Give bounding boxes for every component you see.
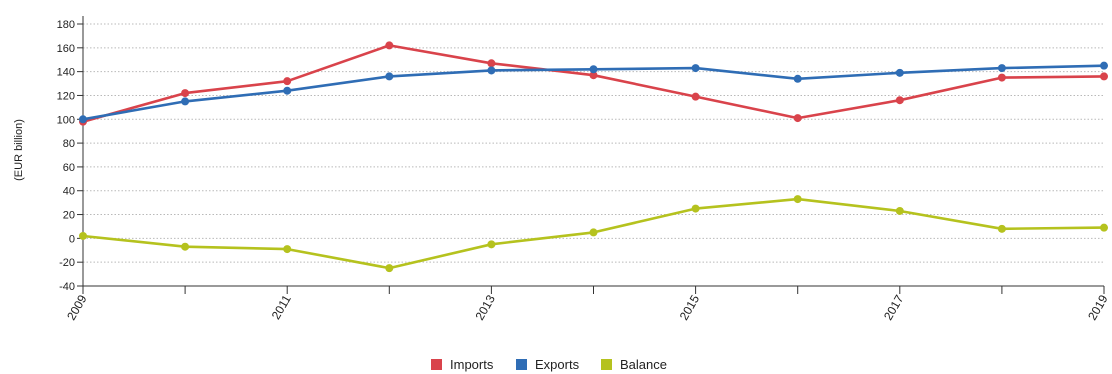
- exports-point[interactable]: [181, 97, 190, 106]
- exports-point[interactable]: [487, 66, 496, 75]
- imports-point[interactable]: [589, 71, 598, 80]
- balance-point[interactable]: [793, 195, 802, 204]
- exports-point[interactable]: [385, 72, 394, 81]
- exports-point[interactable]: [691, 64, 700, 73]
- y-tick-label: 180: [57, 19, 75, 31]
- imports-point[interactable]: [895, 96, 904, 105]
- exports-point[interactable]: [1100, 61, 1108, 70]
- exports-point[interactable]: [895, 68, 904, 77]
- series-lines: [79, 41, 1108, 273]
- exports-point[interactable]: [79, 115, 87, 124]
- x-tick-label: 2019: [1085, 292, 1111, 322]
- y-tick-label: -20: [59, 257, 75, 269]
- exports-point[interactable]: [793, 74, 802, 83]
- legend-swatch-imports: [431, 359, 442, 370]
- legend-swatch-balance: [601, 359, 612, 370]
- legend-label-exports[interactable]: Exports: [535, 357, 580, 372]
- x-tick-label: 2009: [64, 292, 90, 322]
- legend: Imports Exports Balance: [431, 357, 667, 372]
- imports-point[interactable]: [283, 77, 292, 86]
- axes: [77, 16, 1105, 294]
- imports-point[interactable]: [793, 114, 802, 123]
- x-tick-label: 2017: [881, 292, 907, 322]
- imports-point[interactable]: [181, 89, 190, 98]
- y-tick-label: 140: [57, 67, 75, 79]
- y-tick-label: -40: [59, 281, 75, 293]
- y-tick-label: 120: [57, 90, 75, 102]
- balance-point[interactable]: [79, 231, 87, 240]
- balance-point[interactable]: [1100, 223, 1108, 232]
- balance-point[interactable]: [487, 240, 496, 249]
- balance-point[interactable]: [691, 204, 700, 213]
- balance-point[interactable]: [589, 228, 598, 237]
- balance-point[interactable]: [181, 242, 190, 251]
- y-tick-label: 80: [63, 138, 75, 150]
- tick-labels: -40 -20 0 20 40 60 80 100 120 140 160 180 2009 2011 20…: [57, 19, 1111, 323]
- exports-point[interactable]: [997, 64, 1006, 73]
- exports-point[interactable]: [589, 65, 598, 74]
- balance-point[interactable]: [997, 224, 1006, 233]
- legend-label-imports[interactable]: Imports: [450, 357, 494, 372]
- imports-point[interactable]: [691, 92, 700, 101]
- x-tick-label: 2015: [677, 292, 703, 322]
- y-tick-label: 60: [63, 162, 75, 174]
- balance-point[interactable]: [895, 206, 904, 215]
- balance-point[interactable]: [283, 245, 292, 254]
- exports-point[interactable]: [283, 86, 292, 95]
- imports-series-line: [82, 44, 1105, 123]
- y-tick-label: 0: [69, 233, 75, 245]
- imports-point[interactable]: [997, 73, 1006, 82]
- x-tick-label: 2011: [269, 292, 294, 322]
- balance-point[interactable]: [385, 264, 394, 273]
- y-tick-label: 20: [63, 210, 75, 222]
- imports-point[interactable]: [1100, 72, 1108, 81]
- legend-label-balance[interactable]: Balance: [620, 357, 667, 372]
- y-tick-label: 100: [57, 114, 75, 126]
- y-axis-title: (EUR billion): [13, 119, 25, 181]
- imports-point[interactable]: [487, 59, 496, 68]
- y-tick-label: 40: [63, 186, 75, 198]
- y-tick-label: 160: [57, 43, 75, 55]
- imports-point[interactable]: [385, 41, 394, 50]
- x-tick-label: 2013: [473, 292, 499, 322]
- legend-swatch-exports: [516, 359, 527, 370]
